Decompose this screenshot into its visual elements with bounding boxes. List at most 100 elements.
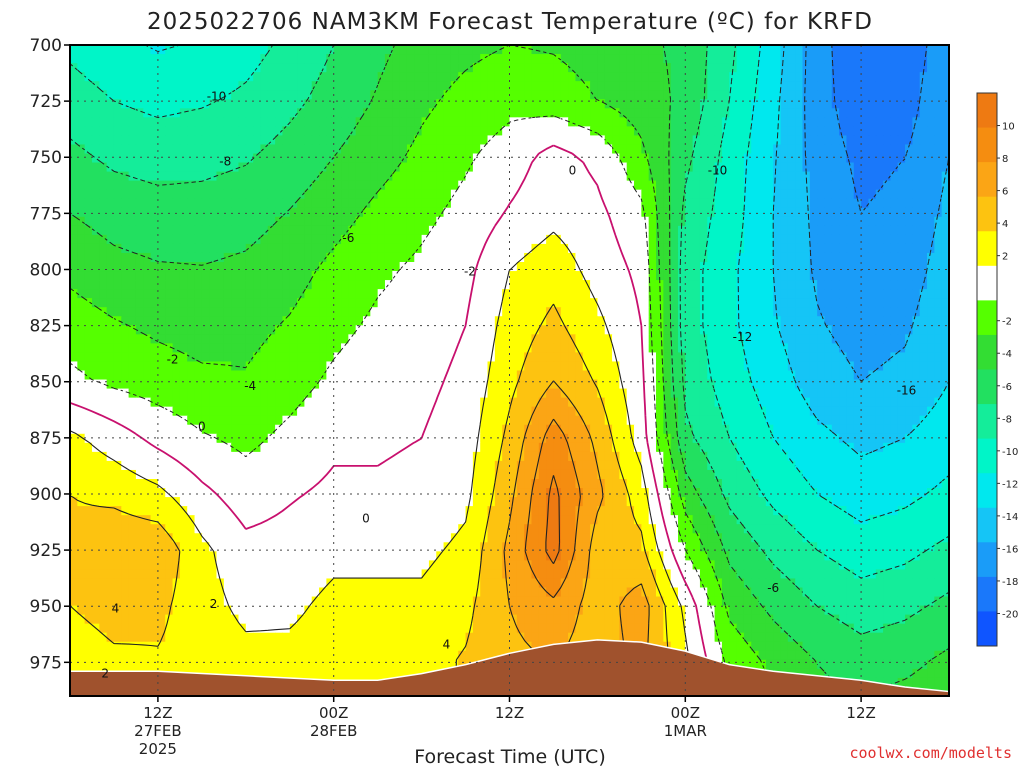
temperature-cell (648, 379, 657, 390)
temperature-cell (685, 54, 694, 64)
temperature-cell (121, 388, 130, 399)
temperature-cell (531, 45, 540, 55)
temperature-cell (597, 325, 606, 335)
temperature-cell (809, 225, 818, 236)
temperature-cell (553, 397, 562, 408)
temperature-cell (780, 162, 789, 173)
temperature-cell (304, 352, 313, 363)
temperature-cell (370, 63, 379, 73)
temperature-cell (670, 180, 679, 191)
temperature-cell (861, 343, 870, 354)
temperature-cell (472, 207, 481, 218)
temperature-cell (502, 108, 511, 118)
temperature-cell (912, 252, 921, 263)
temperature-cell (70, 189, 78, 200)
temperature-cell (392, 343, 401, 354)
temperature-cell (377, 397, 386, 408)
temperature-cell (736, 370, 745, 381)
temperature-cell (319, 406, 327, 417)
temperature-cell (927, 252, 935, 263)
temperature-cell (436, 171, 445, 182)
temperature-cell (348, 126, 357, 137)
temperature-cell (275, 352, 284, 363)
temperature-cell (436, 153, 445, 164)
temperature-cell (787, 63, 796, 73)
temperature-cell (604, 415, 613, 426)
temperature-cell (597, 252, 606, 263)
temperature-cell (626, 316, 635, 326)
temperature-cell (890, 325, 899, 335)
temperature-cell (604, 99, 613, 109)
temperature-cell (699, 243, 708, 254)
temperature-cell (150, 343, 159, 354)
temperature-cell (260, 189, 269, 200)
temperature-cell (612, 153, 620, 164)
temperature-cell (143, 271, 152, 281)
temperature-cell (91, 180, 100, 191)
temperature-cell (817, 63, 826, 73)
temperature-cell (817, 54, 826, 64)
temperature-cell (516, 162, 525, 173)
temperature-cell (817, 388, 826, 399)
temperature-cell (853, 126, 862, 137)
temperature-cell (502, 234, 511, 245)
temperature-cell (333, 298, 342, 308)
temperature-cell (487, 271, 496, 281)
temperature-cell (809, 99, 818, 109)
temperature-cell (253, 198, 262, 209)
temperature-cell (458, 334, 467, 344)
temperature-cell (582, 379, 591, 390)
temperature-cell (319, 415, 327, 426)
temperature-cell (465, 262, 474, 272)
temperature-cell (817, 99, 826, 109)
temperature-cell (297, 117, 305, 127)
temperature-cell (157, 262, 166, 272)
temperature-cell (663, 162, 672, 173)
temperature-cell (751, 189, 760, 200)
temperature-cell (494, 370, 503, 381)
temperature-cell (355, 198, 364, 209)
temperature-cell (897, 289, 906, 299)
temperature-cell (135, 352, 144, 363)
temperature-cell (751, 99, 760, 109)
temperature-cell (187, 153, 196, 164)
temperature-cell (663, 90, 672, 100)
temperature-cell (677, 54, 686, 64)
temperature-cell (846, 397, 855, 408)
temperature-cell (795, 144, 804, 155)
temperature-cell (84, 189, 93, 200)
temperature-cell (143, 162, 152, 173)
temperature-cell (934, 63, 943, 73)
temperature-cell (883, 352, 891, 363)
temperature-cell (487, 144, 496, 155)
temperature-cell (150, 198, 159, 209)
temperature-cell (604, 171, 613, 182)
temperature-cell (729, 153, 738, 164)
temperature-cell (773, 54, 782, 64)
temperature-cell (289, 307, 298, 317)
temperature-cell (304, 162, 313, 173)
temperature-cell (106, 307, 115, 317)
temperature-cell (780, 243, 789, 254)
temperature-cell (934, 198, 943, 209)
temperature-cell (135, 126, 144, 137)
temperature-cell (516, 262, 525, 272)
temperature-cell (868, 117, 877, 127)
temperature-cell (524, 234, 533, 245)
temperature-cell (414, 415, 423, 426)
temperature-cell (333, 153, 342, 164)
temperature-cell (890, 343, 899, 354)
temperature-cell (480, 388, 489, 399)
temperature-cell (157, 361, 166, 372)
temperature-cell (465, 415, 474, 426)
temperature-cell (560, 406, 569, 417)
temperature-cell (934, 135, 943, 146)
temperature-cell (626, 117, 635, 127)
temperature-cell (487, 189, 496, 200)
temperature-cell (297, 216, 305, 227)
temperature-cell (831, 72, 840, 82)
temperature-cell (736, 171, 745, 182)
temperature-cell (355, 81, 364, 91)
temperature-cell (560, 271, 569, 281)
temperature-cell (341, 180, 349, 191)
